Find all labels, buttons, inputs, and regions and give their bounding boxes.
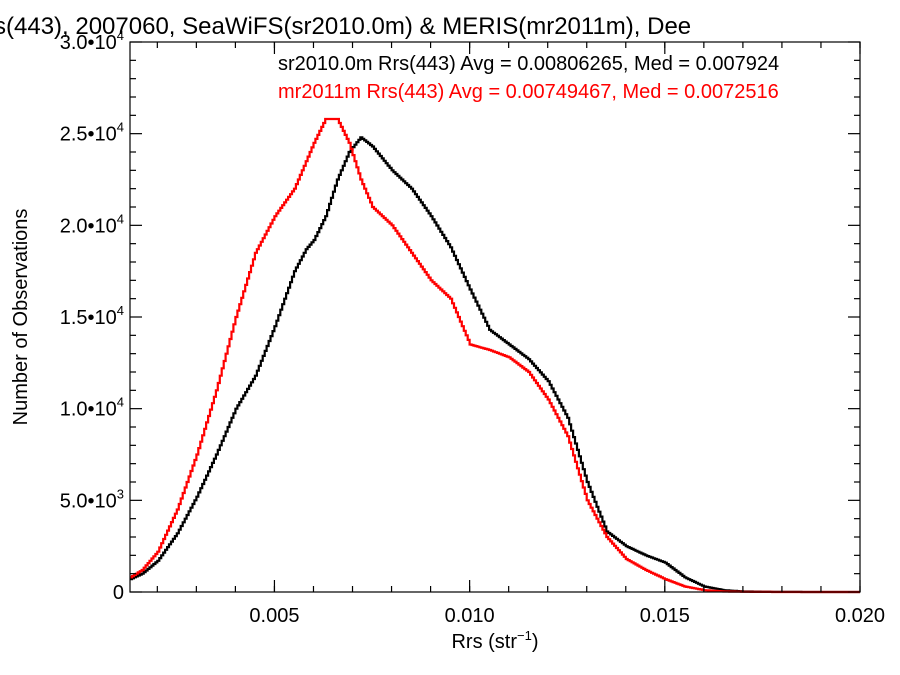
y-tick-label: 3.0•104 xyxy=(60,28,124,54)
legend-entry-mr2011: mr2011m Rrs(443) Avg = 0.00749467, Med =… xyxy=(278,81,779,103)
plot-frame xyxy=(129,41,861,593)
ticks-layer: 0.005 0.010 0.015 0.020 0 5.0•103 1.0•104 1.5•1… xyxy=(60,28,885,627)
series-layer xyxy=(130,117,860,594)
x-tick-label: 0.015 xyxy=(640,605,690,627)
legend-entry-sr2010: sr2010.0m Rrs(443) Avg = 0.00806265, Med… xyxy=(278,53,779,75)
x-axis-title: Rrs (str−1) xyxy=(451,628,538,653)
x-tick-label: 0.010 xyxy=(445,605,495,627)
x-tick-label: 0.020 xyxy=(835,605,885,627)
series-line-0 xyxy=(130,136,860,594)
series-line-1 xyxy=(130,117,860,594)
chart-title: s(443), 2007060, SeaWiFS(sr2010.0m) & ME… xyxy=(0,13,691,40)
y-tick-label: 2.0•104 xyxy=(60,211,124,237)
legend: sr2010.0m Rrs(443) Avg = 0.00806265, Med… xyxy=(278,53,779,103)
y-tick-label: 5.0•103 xyxy=(60,486,124,512)
x-tick-label: 0.005 xyxy=(249,605,299,627)
y-tick-label: 2.5•104 xyxy=(60,120,124,146)
y-axis-title: Number of Observations xyxy=(10,209,32,426)
y-tick-label: 1.5•104 xyxy=(60,303,124,329)
y-tick-label: 1.0•104 xyxy=(60,395,124,421)
y-tick-label: 0 xyxy=(113,582,124,604)
